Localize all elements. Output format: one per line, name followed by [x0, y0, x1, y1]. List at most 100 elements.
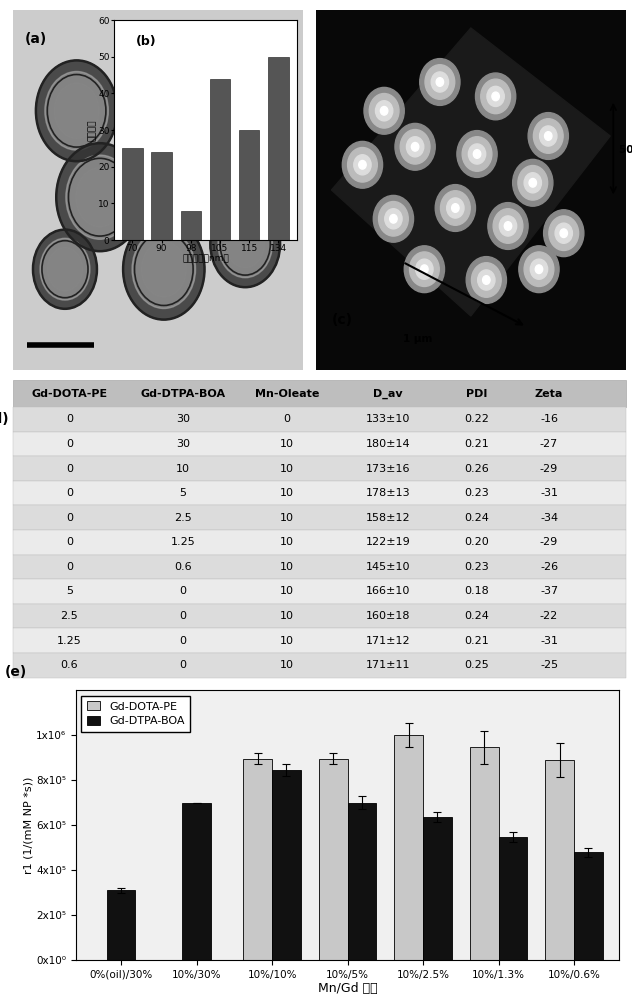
Text: (a): (a) [24, 32, 47, 46]
Text: 1.25: 1.25 [171, 537, 195, 547]
Bar [13, 456, 626, 481]
Circle shape [519, 246, 559, 293]
Circle shape [528, 113, 568, 159]
Text: (d): (d) [0, 412, 9, 426]
Circle shape [533, 119, 563, 153]
Text: 160±18: 160±18 [366, 611, 410, 621]
Text: 5: 5 [179, 488, 186, 498]
Circle shape [380, 106, 388, 115]
Circle shape [524, 252, 554, 286]
Text: Gd-DTPA-BOA: Gd-DTPA-BOA [140, 389, 226, 399]
Text: -31: -31 [540, 636, 558, 646]
Text: 0.24: 0.24 [465, 611, 489, 621]
Circle shape [410, 252, 439, 286]
Bar [13, 530, 626, 555]
Bar [545, 760, 574, 960]
Circle shape [560, 229, 568, 238]
Bar [268, 57, 289, 240]
Text: -31: -31 [540, 488, 558, 498]
Bar [13, 653, 626, 678]
X-axis label: 粒子直径（nm）: 粒子直径（nm） [182, 255, 229, 264]
Circle shape [420, 59, 460, 105]
Text: Zeta: Zeta [535, 389, 563, 399]
Circle shape [40, 238, 90, 300]
Text: Mn-Oleate: Mn-Oleate [255, 389, 319, 399]
Text: 5: 5 [66, 586, 73, 596]
Circle shape [431, 72, 449, 92]
Circle shape [513, 159, 553, 206]
Text: 0: 0 [66, 464, 73, 474]
Circle shape [343, 141, 382, 188]
Circle shape [425, 65, 455, 99]
Text: 2.5: 2.5 [174, 513, 191, 523]
Bar [394, 735, 423, 960]
Bar [13, 604, 626, 628]
Text: 2.5: 2.5 [61, 611, 78, 621]
Text: -25: -25 [540, 660, 558, 670]
Text: 1.25: 1.25 [57, 636, 82, 646]
Circle shape [359, 160, 366, 169]
Circle shape [416, 259, 433, 279]
Circle shape [374, 195, 413, 242]
Circle shape [488, 203, 528, 249]
Text: 0.6: 0.6 [174, 562, 191, 572]
Circle shape [435, 185, 475, 231]
Text: D_av: D_av [374, 388, 403, 399]
Circle shape [123, 219, 205, 320]
Circle shape [493, 209, 523, 243]
Bar [272, 770, 301, 960]
Text: 0.18: 0.18 [465, 586, 489, 596]
Circle shape [457, 131, 497, 177]
Circle shape [406, 137, 424, 157]
Circle shape [462, 137, 492, 171]
Bar [470, 747, 499, 960]
Text: 10: 10 [176, 464, 190, 474]
Text: 122±19: 122±19 [366, 537, 411, 547]
Circle shape [142, 241, 186, 297]
Circle shape [544, 210, 584, 257]
Circle shape [473, 150, 481, 158]
Text: Gd-DOTA-PE: Gd-DOTA-PE [31, 389, 107, 399]
Text: 133±10: 133±10 [366, 414, 410, 424]
Text: 0: 0 [66, 562, 73, 572]
Text: 10: 10 [280, 488, 294, 498]
Circle shape [529, 178, 537, 187]
Bar [319, 759, 348, 960]
Circle shape [471, 263, 501, 297]
Text: 50 nm: 50 nm [619, 145, 632, 155]
Text: 173±16: 173±16 [366, 464, 410, 474]
Circle shape [499, 216, 517, 236]
Text: 10: 10 [280, 562, 294, 572]
Circle shape [545, 132, 552, 140]
Bar [423, 817, 452, 960]
Bar [151, 152, 172, 240]
Circle shape [400, 130, 430, 164]
Text: 0: 0 [66, 513, 73, 523]
Circle shape [210, 201, 280, 287]
Text: 0.26: 0.26 [465, 464, 489, 474]
Circle shape [468, 144, 486, 164]
Text: 0.22: 0.22 [465, 414, 489, 424]
Y-axis label: 粒子计数: 粒子计数 [88, 119, 97, 141]
X-axis label: Mn/Gd 比率: Mn/Gd 比率 [318, 982, 377, 996]
Text: -29: -29 [540, 537, 558, 547]
Circle shape [348, 148, 377, 182]
Circle shape [385, 209, 402, 229]
Circle shape [478, 270, 495, 290]
Text: (e): (e) [5, 665, 27, 679]
Text: 0.21: 0.21 [465, 439, 489, 449]
Circle shape [466, 257, 506, 303]
Text: -22: -22 [540, 611, 558, 621]
Bar [499, 837, 527, 960]
Circle shape [354, 155, 371, 175]
Bar [210, 79, 230, 240]
Bar [181, 211, 201, 240]
Circle shape [549, 216, 579, 250]
Bar [122, 148, 143, 240]
Circle shape [33, 230, 97, 309]
Bar [239, 130, 260, 240]
Bar [13, 432, 626, 456]
Bar [348, 802, 376, 960]
Text: 10: 10 [280, 513, 294, 523]
Circle shape [390, 214, 397, 223]
